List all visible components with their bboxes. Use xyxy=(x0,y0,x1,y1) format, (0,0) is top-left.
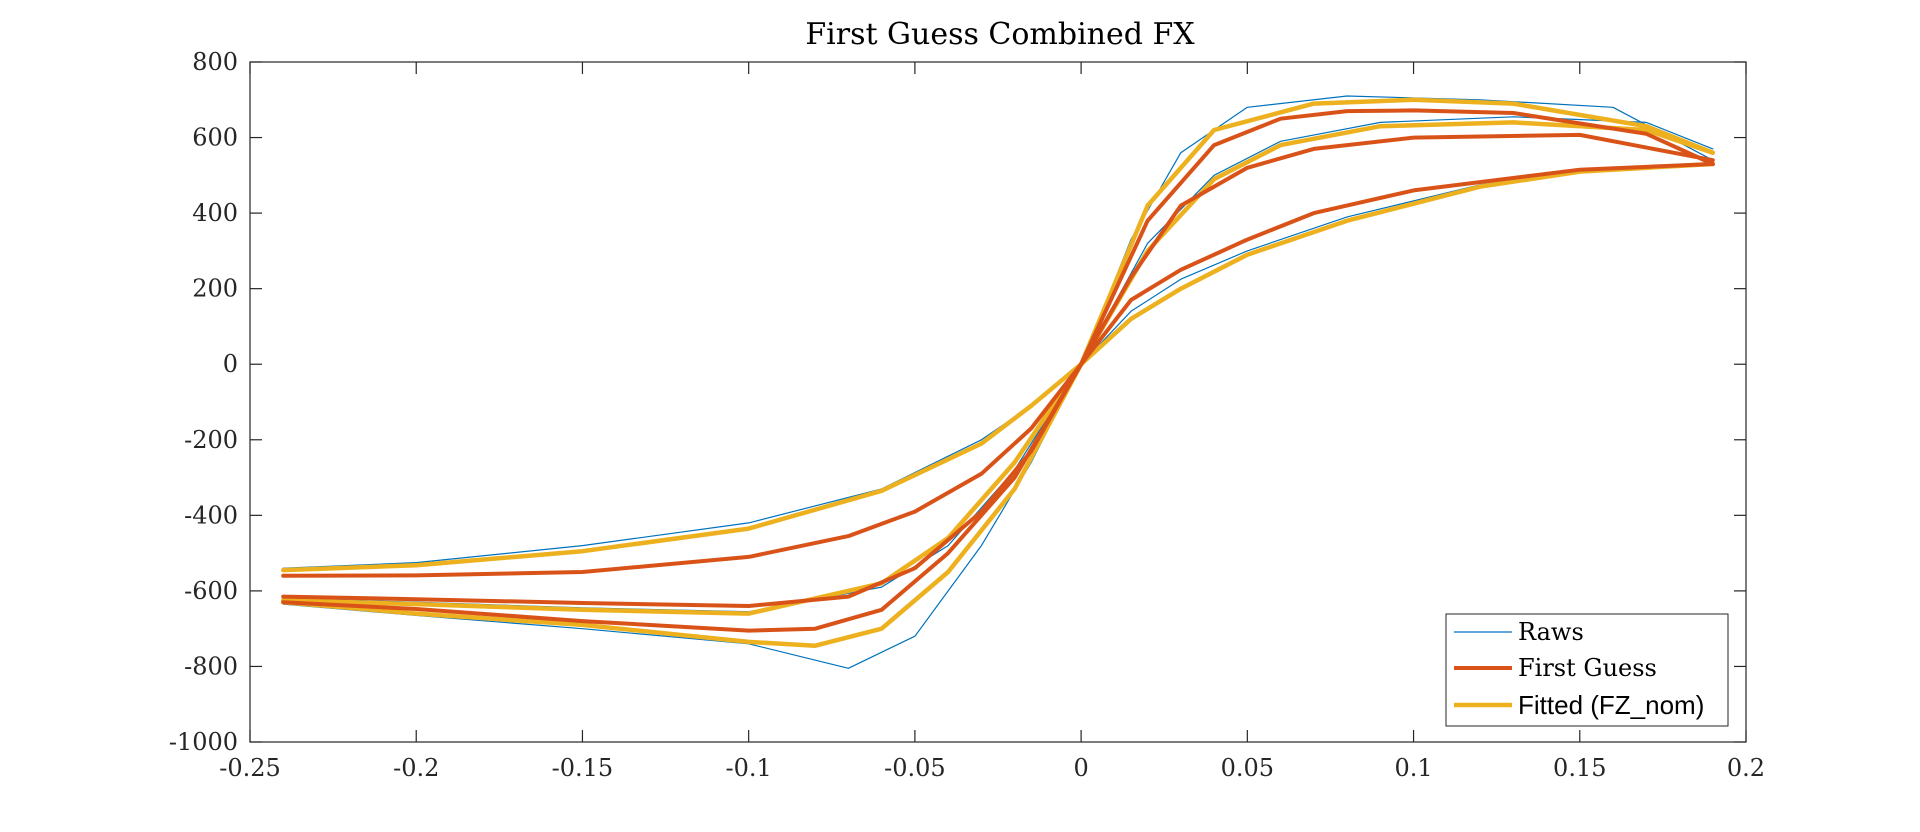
y-tick-label: -600 xyxy=(184,577,238,605)
legend-label-fitted: Fitted (FZ_nom) xyxy=(1518,690,1704,720)
legend-label-raws: Raws xyxy=(1518,618,1584,646)
y-tick-label: -400 xyxy=(184,501,238,529)
x-tick-label: 0.05 xyxy=(1221,754,1274,782)
series-line-first-guess-3 xyxy=(281,108,1715,633)
y-tick-label: 800 xyxy=(192,48,238,76)
series-layer xyxy=(280,95,1716,669)
legend: Raws First Guess Fitted (FZ_nom) xyxy=(1445,613,1729,727)
x-tick-label: 0 xyxy=(1073,754,1088,782)
x-tick-label: -0.15 xyxy=(552,754,614,782)
y-tick-label: 200 xyxy=(192,275,238,303)
y-tick-label: 0 xyxy=(223,350,238,378)
y-tick-label: 600 xyxy=(192,124,238,152)
y-tick-label: -800 xyxy=(184,652,238,680)
plot-area-frame xyxy=(249,61,1747,743)
ticks-layer: -0.25 -0.2 -0.15 -0.1 -0.05 0 0.05 0.1 0.15 0.2 -1… xyxy=(169,48,1765,782)
x-tick-label: -0.25 xyxy=(219,754,281,782)
chart-title: First Guess Combined FX xyxy=(805,17,1195,52)
x-tick-label: 0.15 xyxy=(1553,754,1606,782)
x-tick-label: -0.1 xyxy=(726,754,772,782)
x-tick-label: -0.2 xyxy=(393,754,439,782)
x-tick-label: 0.2 xyxy=(1727,754,1765,782)
x-tick-label: -0.05 xyxy=(884,754,946,782)
y-tick-label: -1000 xyxy=(169,728,238,756)
x-tick-label: 0.1 xyxy=(1394,754,1432,782)
series-line-first-guess-1 xyxy=(281,162,1715,578)
y-tick-label: 400 xyxy=(192,199,238,227)
legend-label-first-guess: First Guess xyxy=(1518,654,1657,682)
y-tick-label: -200 xyxy=(184,426,238,454)
series-line-fitted-fz-nom-3 xyxy=(280,97,1716,648)
